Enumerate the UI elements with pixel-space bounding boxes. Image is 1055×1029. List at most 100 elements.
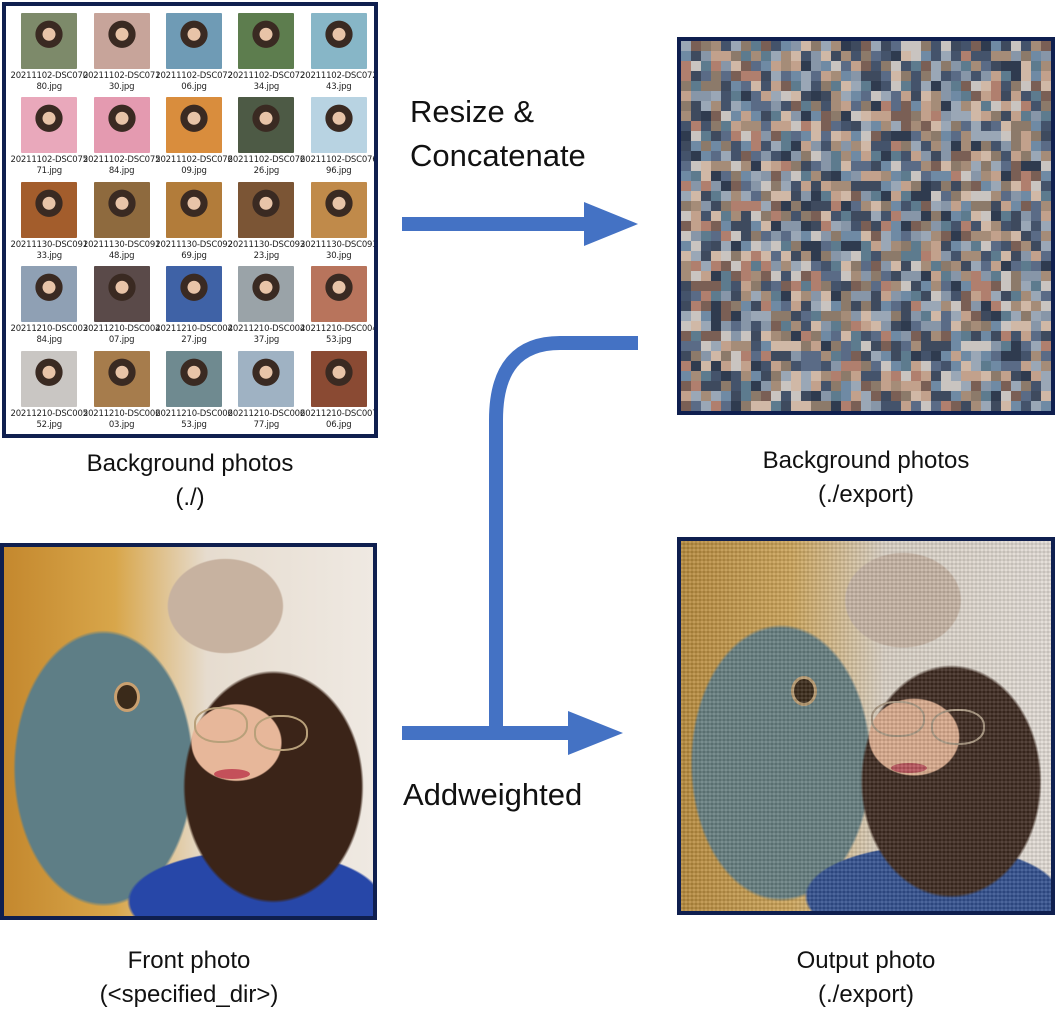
thumbnail-item[interactable]: 20211102-DSC076 26.jpg bbox=[228, 97, 305, 181]
mosaic-tile bbox=[761, 81, 771, 91]
mosaic-tile bbox=[821, 261, 831, 271]
mosaic-tile bbox=[691, 261, 701, 271]
thumbnail-item[interactable]: 20211102-DSC076 09.jpg bbox=[155, 97, 233, 181]
mosaic-tile bbox=[741, 81, 751, 91]
thumbnail-item[interactable]: 20211210-DSC004 07.jpg bbox=[83, 266, 161, 350]
thumbnail-item[interactable]: 20211102-DSC075 71.jpg bbox=[10, 97, 88, 181]
mosaic-tile bbox=[761, 391, 771, 401]
mosaic-tile bbox=[801, 181, 811, 191]
thumbnail-item[interactable]: 20211102-DSC070 80.jpg bbox=[10, 13, 88, 97]
mosaic-tile bbox=[711, 401, 721, 411]
mosaic-tile bbox=[881, 311, 891, 321]
thumbnail-item[interactable]: 20211130-DSC092 69.jpg bbox=[155, 181, 233, 266]
mosaic-tile bbox=[791, 141, 801, 151]
mosaic-tile bbox=[1021, 341, 1031, 351]
mosaic-tile bbox=[941, 351, 951, 361]
mosaic-tile bbox=[891, 71, 901, 81]
mosaic-tile bbox=[801, 251, 811, 261]
mosaic-tile bbox=[761, 241, 771, 251]
mosaic-tile bbox=[741, 111, 751, 121]
mosaic-tile bbox=[841, 41, 851, 51]
thumbnail-item[interactable]: 20211102-DSC071 30.jpg bbox=[83, 13, 161, 97]
mosaic-tile bbox=[711, 321, 721, 331]
thumbnail-filename: 20211210-DSC006 53.jpg bbox=[155, 408, 233, 430]
mosaic-tile bbox=[1031, 391, 1041, 401]
mosaic-tile bbox=[681, 331, 691, 341]
mosaic-tile bbox=[741, 351, 751, 361]
mosaic-tile bbox=[761, 351, 771, 361]
mosaic-tile bbox=[1021, 181, 1031, 191]
thumbnail-item[interactable]: 20211210-DSC006 03.jpg bbox=[83, 350, 161, 434]
mosaic-tile bbox=[741, 161, 751, 171]
thumbnail-item[interactable]: 20211210-DSC004 27.jpg bbox=[155, 266, 233, 350]
mosaic-tile bbox=[1021, 71, 1031, 81]
mosaic-tile bbox=[731, 281, 741, 291]
mosaic-tile bbox=[771, 351, 781, 361]
thumbnail-item[interactable]: 20211210-DSC004 37.jpg bbox=[228, 266, 305, 350]
thumbnail-item[interactable]: 20211102-DSC075 84.jpg bbox=[83, 97, 161, 181]
mosaic-tile bbox=[811, 161, 821, 171]
thumbnail-image bbox=[238, 97, 295, 154]
mosaic-tile bbox=[801, 161, 811, 171]
thumbnail-item[interactable]: 20211102-DSC076 96.jpg bbox=[300, 97, 374, 181]
thumbnail-item[interactable]: 20211210-DSC004 53.jpg bbox=[300, 266, 374, 350]
mosaic-tile bbox=[801, 121, 811, 131]
mosaic-tile bbox=[861, 241, 871, 251]
mosaic-tile bbox=[811, 51, 821, 61]
mosaic-tile bbox=[821, 151, 831, 161]
mosaic-tile bbox=[721, 81, 731, 91]
mosaic-tile bbox=[831, 301, 841, 311]
thumbnail-item[interactable]: 20211210-DSC007 06.jpg bbox=[300, 350, 374, 434]
mosaic-tile bbox=[871, 361, 881, 371]
mosaic-tile bbox=[871, 211, 881, 221]
mosaic-tile bbox=[891, 141, 901, 151]
thumbnail-item[interactable]: 20211130-DSC093 30.jpg bbox=[300, 181, 374, 266]
thumbnail-item[interactable]: 20211130-DSC091 33.jpg bbox=[10, 181, 88, 266]
thumbnail-item[interactable]: 20211102-DSC072 34.jpg bbox=[228, 13, 305, 97]
mosaic-tile bbox=[901, 271, 911, 281]
mosaic-tile bbox=[941, 221, 951, 231]
mosaic-tile bbox=[711, 351, 721, 361]
mosaic-tile bbox=[811, 361, 821, 371]
thumbnail-item[interactable]: 20211102-DSC072 06.jpg bbox=[155, 13, 233, 97]
mosaic-tile bbox=[811, 351, 821, 361]
mosaic-tile bbox=[691, 341, 701, 351]
mosaic-tile bbox=[731, 261, 741, 271]
mosaic-tile bbox=[781, 271, 791, 281]
mosaic-tile bbox=[791, 361, 801, 371]
thumbnail-item[interactable]: 20211130-DSC091 48.jpg bbox=[83, 181, 161, 266]
mosaic-tile bbox=[721, 261, 731, 271]
mosaic-tile bbox=[721, 71, 731, 81]
mosaic-tile bbox=[821, 231, 831, 241]
mosaic-tile bbox=[681, 351, 691, 361]
mosaic-tile bbox=[801, 321, 811, 331]
mosaic-tile bbox=[981, 221, 991, 231]
thumbnail-item[interactable]: 20211210-DSC006 77.jpg bbox=[228, 350, 305, 434]
mosaic-tile bbox=[741, 301, 751, 311]
thumbnail-item[interactable]: 20211210-DSC005 52.jpg bbox=[10, 350, 88, 434]
mosaic-tile bbox=[981, 191, 991, 201]
mosaic-tile bbox=[711, 51, 721, 61]
mosaic-tile bbox=[761, 331, 771, 341]
thumbnail-item[interactable]: 20211130-DSC093 23.jpg bbox=[228, 181, 305, 266]
mosaic-tile bbox=[861, 101, 871, 111]
thumbnail-item[interactable]: 20211210-DSC006 53.jpg bbox=[155, 350, 233, 434]
mosaic-tile bbox=[741, 311, 751, 321]
mosaic-tile bbox=[731, 151, 741, 161]
mosaic-tile bbox=[1001, 361, 1011, 371]
mosaic-tile bbox=[931, 51, 941, 61]
mosaic-tile bbox=[991, 351, 1001, 361]
mosaic-tile bbox=[1041, 121, 1051, 131]
mosaic-tile bbox=[691, 201, 701, 211]
thumbnail-item[interactable]: 20211102-DSC072 43.jpg bbox=[300, 13, 374, 97]
mosaic-tile bbox=[831, 211, 841, 221]
mosaic-tile bbox=[751, 331, 761, 341]
mosaic-tile bbox=[941, 331, 951, 341]
mosaic-tile bbox=[911, 271, 921, 281]
mosaic-tile bbox=[1011, 391, 1021, 401]
mosaic-tile bbox=[991, 101, 1001, 111]
mosaic-tile bbox=[731, 161, 741, 171]
thumbnail-item[interactable]: 20211210-DSC003 84.jpg bbox=[10, 266, 88, 350]
mosaic-tile bbox=[991, 391, 1001, 401]
mosaic-tile bbox=[771, 321, 781, 331]
